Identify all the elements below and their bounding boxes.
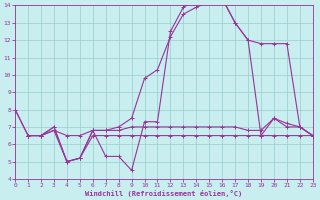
- X-axis label: Windchill (Refroidissement éolien,°C): Windchill (Refroidissement éolien,°C): [85, 190, 243, 197]
